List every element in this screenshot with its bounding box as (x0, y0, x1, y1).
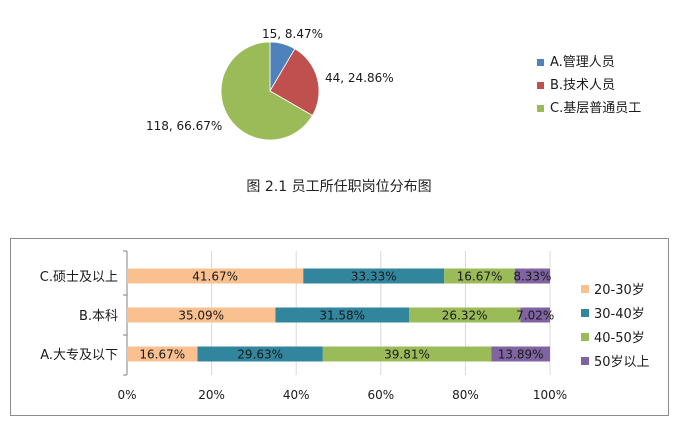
y-tick-label: C.硕士及以上 (40, 270, 118, 285)
bar-data-label: 8.33% (513, 270, 551, 284)
legend-entry: 50岁以上 (594, 355, 650, 370)
bar-data-label: 41.67% (192, 270, 238, 284)
x-tick-label: 60% (367, 388, 394, 402)
stacked-bar-chart: 41.67% 33.33% 16.67% 8.33% C.硕士及以上 35.09% 31.5… (40, 250, 650, 402)
bar-segment (197, 346, 323, 362)
x-tick-label: 0% (117, 388, 136, 402)
pie-data-label: 118, 66.67% (146, 119, 222, 133)
legend-entry: 40-50岁 (594, 331, 645, 346)
pie-data-label: 15, 8.47% (262, 27, 323, 41)
bar-segment (514, 268, 550, 284)
pie-slice (269, 48, 320, 117)
legend-swatch (537, 105, 544, 112)
x-tick-label: 100% (533, 388, 567, 402)
bar-segment (303, 268, 445, 284)
bar-data-label: 13.89% (498, 348, 544, 362)
bar-data-label: 16.67% (457, 270, 503, 284)
legend-entry: B.技术人员 (550, 78, 615, 93)
x-tick-label: 80% (452, 388, 479, 402)
bar-segment (520, 307, 551, 323)
pie-slice (220, 41, 313, 141)
bar-data-label: 35.09% (178, 309, 224, 323)
y-tick-label: A.大专及以下 (40, 348, 118, 363)
bar-segment (127, 346, 198, 362)
legend-entry: C.基层普通员工 (550, 101, 641, 116)
y-tick-label: B.本科 (79, 309, 118, 324)
bar-segment (444, 268, 515, 284)
x-tick-label: 20% (198, 388, 225, 402)
bar-data-label: 29.63% (237, 348, 283, 362)
bar-chart-frame: 41.67% 33.33% 16.67% 8.33% C.硕士及以上 35.09% 31.5… (10, 238, 669, 416)
legend-entry: A.管理人员 (550, 55, 615, 70)
bar-data-label: 26.32% (442, 309, 488, 323)
legend-swatch (537, 59, 544, 66)
figure-caption: 图 2.1 员工所任职岗位分布图 (246, 179, 432, 195)
legend-entry: 30-40岁 (594, 307, 645, 322)
pie-chart: 15, 8.47% 44, 24.86% 118, 66.67% A.管理人员 B.技术… (146, 27, 641, 141)
bar-segment (127, 268, 304, 284)
legend-swatch (581, 309, 589, 317)
bar-data-label: 39.81% (384, 348, 430, 362)
bar-segment (409, 307, 521, 323)
bar-segment (322, 346, 492, 362)
x-tick-label: 40% (283, 388, 310, 402)
legend-swatch (581, 285, 589, 293)
bar-segment (127, 307, 276, 323)
bar-segment (275, 307, 410, 323)
bar-data-label: 7.02% (516, 309, 554, 323)
bar-segment (491, 346, 550, 362)
pie-data-label: 44, 24.86% (325, 71, 394, 85)
bar-data-label: 31.58% (319, 309, 365, 323)
bar-data-label: 33.33% (351, 270, 397, 284)
legend-swatch (581, 333, 589, 341)
legend-entry: 20-30岁 (594, 283, 645, 298)
legend-swatch (537, 82, 544, 89)
bar-data-label: 16.67% (139, 348, 185, 362)
legend-swatch (581, 357, 589, 365)
